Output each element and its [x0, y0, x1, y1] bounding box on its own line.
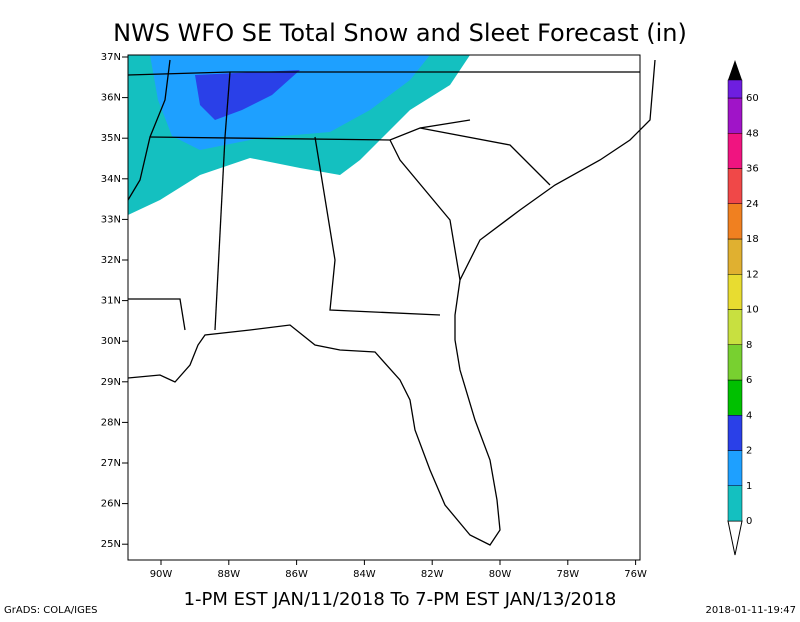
border	[419, 127, 551, 186]
lat-label: 35N	[101, 133, 121, 144]
legend-label: 0	[746, 516, 752, 527]
legend-swatch	[727, 309, 743, 345]
lat-label: 29N	[101, 377, 121, 388]
coastline	[127, 59, 656, 546]
border	[127, 59, 171, 201]
border	[314, 136, 441, 316]
lon-label: 76W	[624, 569, 647, 580]
legend-swatch	[727, 238, 743, 275]
legend-label: 4	[746, 410, 752, 421]
lat-label: 28N	[101, 417, 121, 428]
legend-swatch	[727, 133, 743, 169]
lat-label: 36N	[101, 93, 121, 104]
lon-label: 82W	[421, 569, 444, 580]
lon-label: 90W	[150, 569, 173, 580]
legend-swatch	[727, 415, 743, 451]
border	[128, 298, 186, 331]
legend-swatch	[727, 344, 743, 381]
border	[214, 136, 226, 331]
legend-label: 60	[746, 93, 759, 104]
borders	[127, 59, 656, 546]
border	[149, 119, 471, 141]
lon-label: 86W	[285, 569, 308, 580]
snow-2-4	[195, 70, 300, 120]
legend-label: 8	[746, 340, 752, 351]
legend-over	[728, 60, 742, 80]
lat-label: 32N	[101, 255, 121, 266]
legend-swatch	[727, 79, 743, 99]
map	[127, 54, 656, 561]
lat-label: 26N	[101, 499, 121, 510]
lat-label: 31N	[101, 296, 121, 307]
legend-swatch	[727, 450, 743, 486]
map-frame	[127, 54, 641, 561]
title: NWS WFO SE Total Snow and Sleet Forecast…	[113, 19, 687, 47]
lat-label: 30N	[101, 336, 121, 347]
lon-label: 84W	[353, 569, 376, 580]
lon-label: 80W	[489, 569, 512, 580]
border	[224, 71, 231, 138]
lat-label: 34N	[101, 174, 121, 185]
legend-label: 48	[746, 128, 759, 139]
lon-label: 78W	[556, 569, 579, 580]
legend-label: 18	[746, 234, 759, 245]
timestamp: 2018-01-11-19:47	[705, 605, 796, 616]
legend-label: 1	[746, 481, 752, 492]
legend-label: 12	[746, 269, 759, 280]
legend-swatch	[727, 203, 743, 240]
legend-label: 6	[746, 375, 752, 386]
legend-swatch	[727, 168, 743, 204]
legend-swatch	[727, 485, 743, 522]
border	[389, 139, 461, 281]
legend-label: 10	[746, 305, 759, 316]
credit: GrADS: COLA/IGES	[4, 605, 98, 616]
legend-label: 24	[746, 199, 759, 210]
lat-label: 33N	[101, 214, 121, 225]
valid-period: 1-PM EST JAN/11/2018 To 7-PM EST JAN/13/…	[184, 589, 617, 610]
legend-swatch	[727, 274, 743, 310]
lat-label: 27N	[101, 458, 121, 469]
axes: 37N 36N 35N 34N 33N 32N 31N 30N 29N 28N 27N 26N 25N 9…	[101, 52, 647, 580]
legend-under	[727, 520, 743, 556]
legend-swatch	[727, 97, 743, 134]
legend-swatch	[727, 379, 743, 416]
legend-label: 2	[746, 446, 752, 457]
lon-label: 88W	[217, 569, 240, 580]
legend-label: 36	[746, 164, 759, 175]
lat-label: 37N	[101, 52, 121, 63]
lat-label: 25N	[101, 539, 121, 550]
